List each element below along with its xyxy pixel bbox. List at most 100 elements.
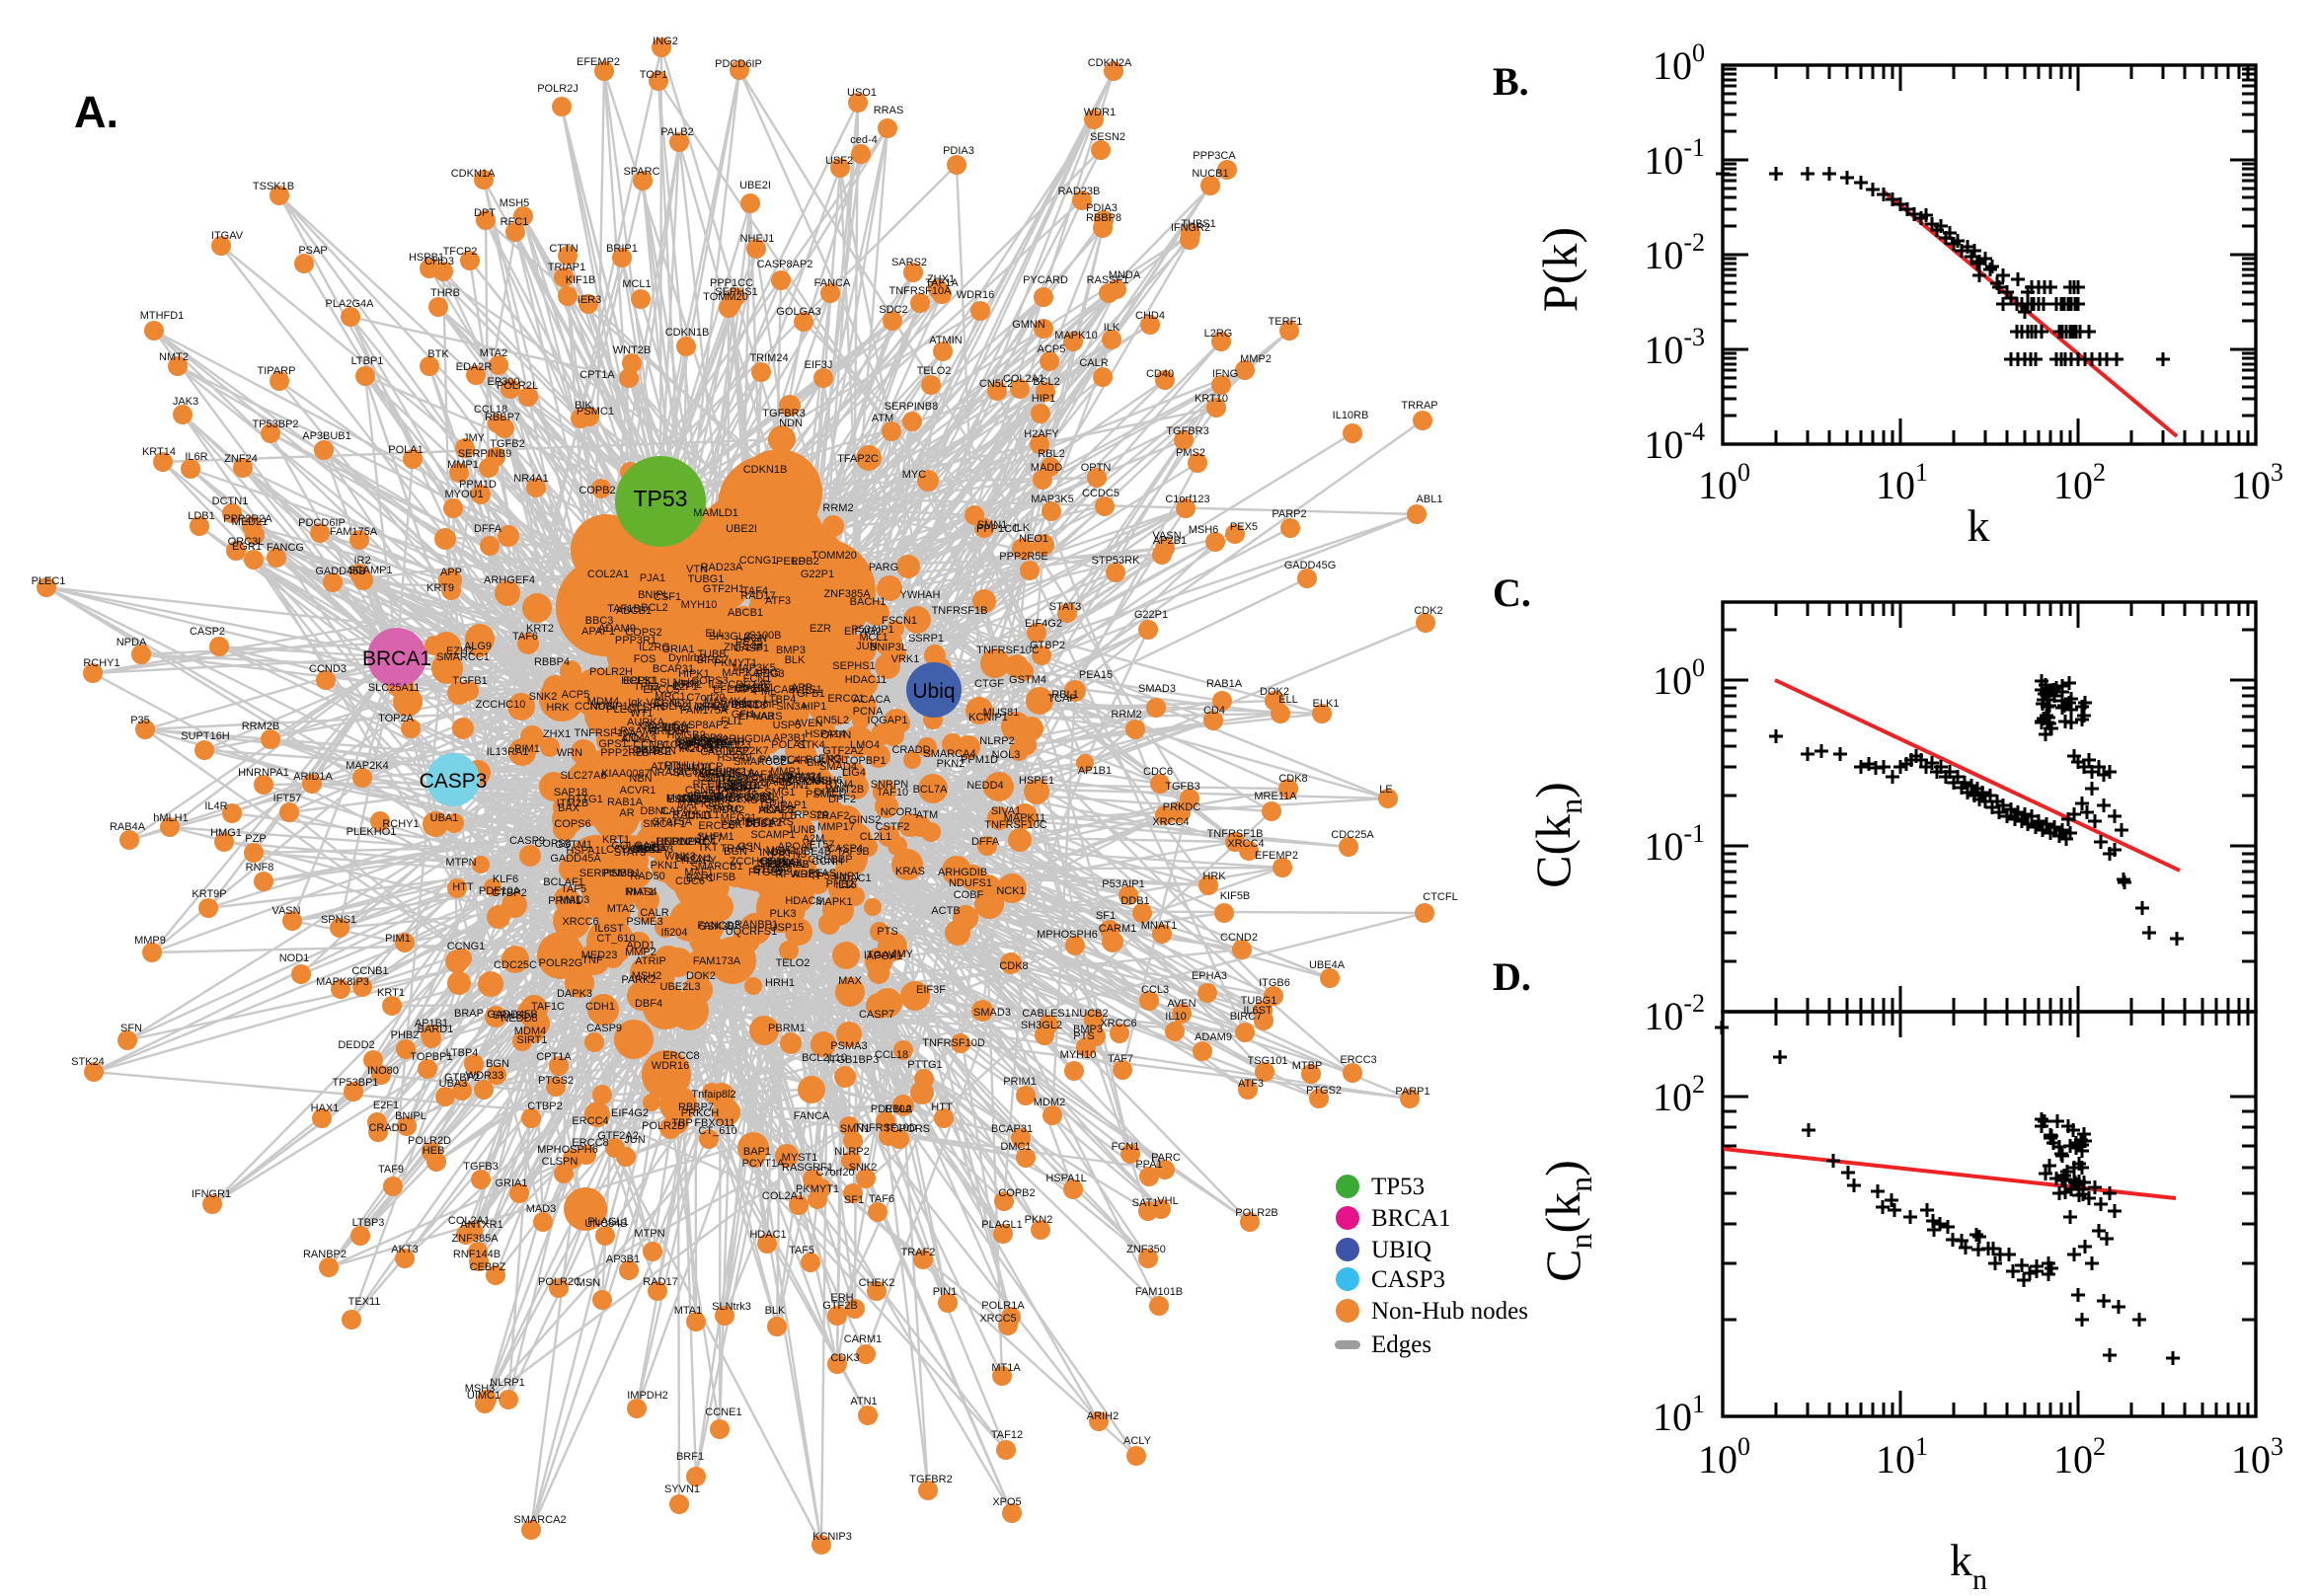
svg-text:P35: P35 — [130, 715, 150, 726]
svg-text:HDAC1: HDAC1 — [749, 1229, 786, 1241]
svg-text:WRN: WRN — [557, 747, 582, 759]
svg-text:TGFBR2: TGFBR2 — [909, 1474, 952, 1485]
svg-text:TAF7: TAF7 — [697, 833, 723, 845]
svg-text:ACTB: ACTB — [931, 905, 960, 917]
svg-text:RCHY1: RCHY1 — [83, 657, 119, 669]
svg-text:GSTM4: GSTM4 — [1009, 674, 1046, 686]
svg-text:ATRIP: ATRIP — [635, 955, 666, 967]
svg-text:IFT57: IFT57 — [807, 839, 835, 851]
svg-text:RAB1A: RAB1A — [1206, 678, 1243, 690]
svg-text:TP53BP1: TP53BP1 — [332, 1077, 378, 1089]
svg-text:PLAGL1: PLAGL1 — [981, 1219, 1023, 1231]
svg-text:TGFB3: TGFB3 — [463, 1161, 498, 1173]
svg-text:JUND: JUND — [682, 810, 711, 822]
svg-text:BCAP31: BCAP31 — [991, 1123, 1033, 1135]
svg-text:TGFBR3: TGFBR3 — [762, 408, 805, 419]
svg-text:NLRP2: NLRP2 — [979, 735, 1014, 747]
svg-text:RBBP7: RBBP7 — [485, 412, 520, 423]
svg-text:GOLGA3: GOLGA3 — [776, 306, 820, 318]
svg-text:MUS81: MUS81 — [983, 707, 1020, 719]
svg-text:AP1B1: AP1B1 — [1078, 765, 1112, 777]
svg-text:SF1: SF1 — [1096, 910, 1116, 922]
svg-text:PLEC1: PLEC1 — [32, 575, 66, 587]
svg-text:ced-4: ced-4 — [850, 134, 878, 146]
svg-text:OPTN: OPTN — [821, 729, 852, 741]
svg-text:MAPK8IP3: MAPK8IP3 — [316, 976, 369, 988]
svg-text:JMY: JMY — [463, 432, 486, 444]
svg-text:ACP5: ACP5 — [562, 689, 590, 701]
svg-text:DDB1: DDB1 — [744, 818, 773, 830]
svg-text:KRT1: KRT1 — [602, 834, 630, 846]
svg-text:HSPA1L: HSPA1L — [1045, 1173, 1086, 1184]
svg-text:MYH10: MYH10 — [1060, 1049, 1097, 1061]
svg-text:IFNGR1: IFNGR1 — [192, 1188, 231, 1200]
svg-text:JMY: JMY — [891, 949, 914, 960]
svg-text:APP: APP — [791, 682, 812, 694]
svg-text:NMT2: NMT2 — [159, 351, 189, 363]
svg-text:HSPA1L: HSPA1L — [566, 845, 606, 857]
svg-text:NCK1: NCK1 — [996, 885, 1025, 897]
svg-text:NPDA: NPDA — [116, 637, 147, 648]
svg-text:HSPE1: HSPE1 — [1019, 775, 1054, 787]
svg-text:P53AIP1: P53AIP1 — [1102, 878, 1144, 890]
svg-text:CDC25C: CDC25C — [494, 959, 537, 971]
svg-text:LTBP4: LTBP4 — [446, 1047, 479, 1059]
svg-text:SNK2: SNK2 — [849, 1162, 878, 1174]
svg-text:TGFB1: TGFB1 — [452, 675, 487, 687]
svg-text:KRT14: KRT14 — [142, 446, 176, 458]
svg-text:TRRAP: TRRAP — [1401, 400, 1437, 412]
svg-text:LIG4: LIG4 — [842, 767, 866, 779]
svg-text:PPP3R1: PPP3R1 — [615, 635, 656, 646]
svg-text:IFT57: IFT57 — [273, 793, 302, 804]
svg-text:PTS: PTS — [877, 926, 897, 938]
svg-text:CCDC5: CCDC5 — [1082, 488, 1119, 499]
svg-text:JAK3: JAK3 — [173, 396, 198, 408]
svg-text:PTGS2: PTGS2 — [538, 1075, 574, 1087]
svg-text:GTF2B: GTF2B — [822, 1300, 857, 1312]
svg-text:EZR: EZR — [810, 623, 831, 635]
svg-text:NR4A1: NR4A1 — [513, 473, 548, 485]
svg-text:BNIPL: BNIPL — [395, 1110, 426, 1122]
svg-text:CHD3: CHD3 — [425, 256, 454, 267]
svg-text:NOD1: NOD1 — [279, 952, 310, 964]
svg-text:CDK8: CDK8 — [999, 960, 1028, 972]
svg-text:MADD: MADD — [666, 793, 698, 804]
svg-text:PHB2: PHB2 — [391, 1029, 420, 1041]
svg-text:PSMA3: PSMA3 — [830, 1040, 867, 1052]
svg-text:MAMLD1: MAMLD1 — [693, 507, 738, 519]
svg-text:TAF9: TAF9 — [378, 1164, 404, 1176]
svg-text:ARIH2: ARIH2 — [1087, 1410, 1119, 1422]
svg-text:ARHGEF4: ARHGEF4 — [484, 574, 535, 586]
svg-text:RAD17: RAD17 — [643, 1276, 677, 1288]
svg-text:IQGAP1: IQGAP1 — [868, 715, 908, 726]
svg-text:AR: AR — [619, 807, 634, 819]
svg-text:GRIA1: GRIA1 — [661, 644, 694, 655]
svg-text:WNT2B: WNT2B — [613, 344, 652, 356]
svg-text:PARC: PARC — [1151, 1152, 1181, 1164]
svg-text:SEPHS1: SEPHS1 — [832, 660, 875, 672]
svg-text:ITGB6: ITGB6 — [1259, 977, 1290, 989]
svg-text:BIK: BIK — [575, 400, 592, 412]
svg-text:TSG101: TSG101 — [1248, 1055, 1288, 1067]
svg-text:POLR2C: POLR2C — [538, 1276, 581, 1288]
svg-text:EFEMP2: EFEMP2 — [1255, 850, 1298, 862]
svg-text:STP53RK: STP53RK — [1092, 555, 1141, 567]
svg-text:BCL2: BCL2 — [641, 602, 668, 614]
svg-text:GTF2A2: GTF2A2 — [597, 1130, 639, 1142]
svg-text:THBS1: THBS1 — [1181, 218, 1215, 230]
svg-text:SFN: SFN — [120, 1023, 142, 1034]
svg-text:PMS2: PMS2 — [1176, 447, 1205, 459]
svg-text:TGFB2: TGFB2 — [490, 438, 524, 450]
svg-text:BRAP: BRAP — [454, 1008, 484, 1020]
svg-text:KIF1B: KIF1B — [566, 274, 596, 286]
svg-text:UBA1: UBA1 — [430, 812, 459, 824]
svg-text:THRB: THRB — [430, 287, 460, 299]
svg-text:STK24: STK24 — [71, 1056, 105, 1068]
svg-text:CCL18: CCL18 — [875, 1049, 908, 1061]
svg-text:MYOU1: MYOU1 — [444, 489, 483, 500]
svg-text:CASP7: CASP7 — [859, 1009, 894, 1021]
svg-text:Ifi204: Ifi204 — [661, 927, 688, 939]
svg-text:DOK2: DOK2 — [1260, 686, 1289, 698]
svg-text:CCNG1: CCNG1 — [447, 941, 486, 952]
svg-text:MDM2: MDM2 — [1034, 1097, 1065, 1108]
